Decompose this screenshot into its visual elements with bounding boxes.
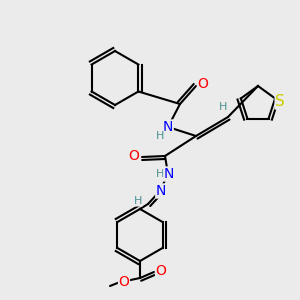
Text: H: H <box>156 169 164 179</box>
Text: O: O <box>118 275 129 289</box>
Text: H: H <box>219 102 227 112</box>
Text: H: H <box>134 196 142 206</box>
Text: O: O <box>198 77 208 91</box>
Text: N: N <box>163 120 173 134</box>
Text: O: O <box>156 264 167 278</box>
Text: S: S <box>275 94 285 109</box>
Text: N: N <box>156 184 166 198</box>
Text: H: H <box>156 131 164 141</box>
Text: N: N <box>164 167 174 181</box>
Text: O: O <box>129 149 140 163</box>
